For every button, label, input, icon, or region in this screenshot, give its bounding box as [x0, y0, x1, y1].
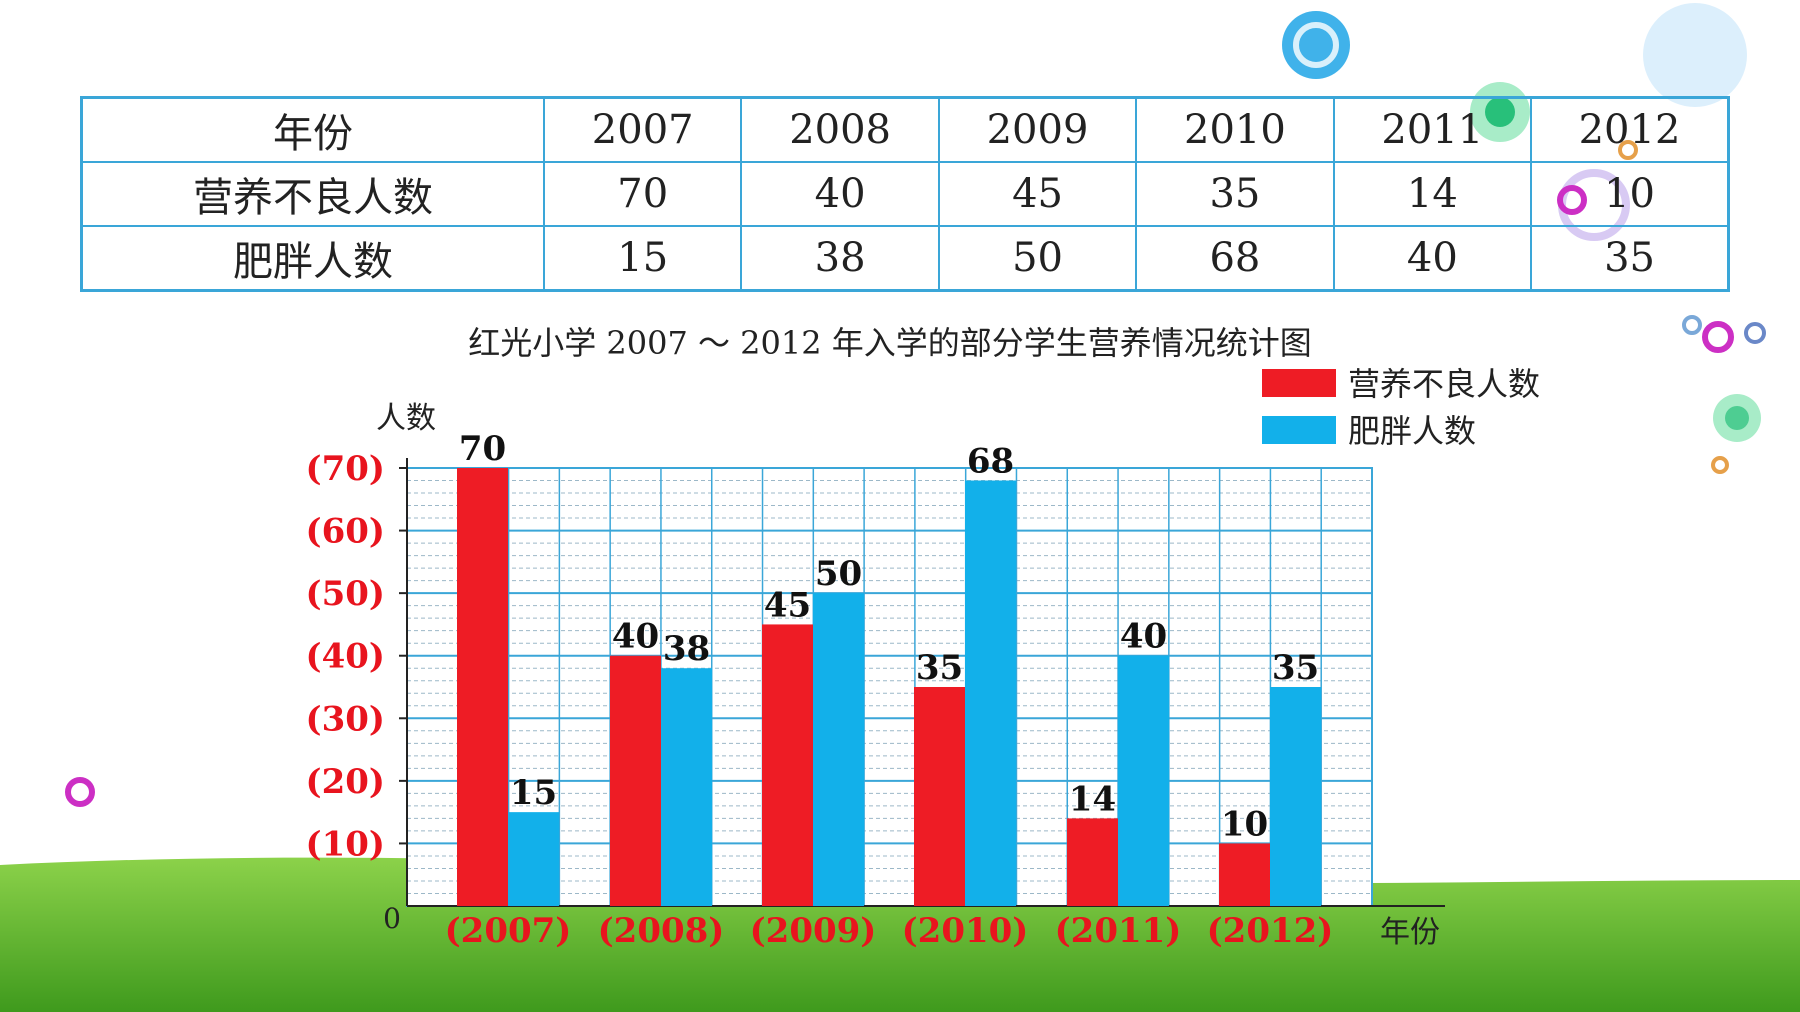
table-cell: 40 [740, 161, 940, 227]
bar [762, 624, 813, 906]
bar-value-label: 15 [510, 773, 557, 813]
bar-value-label: 40 [612, 617, 659, 657]
plot-area [406, 467, 1373, 907]
y-tick-label: (20) [306, 762, 386, 802]
bubble-decoration [1282, 11, 1350, 79]
bar [610, 655, 661, 906]
table-row: 营养不良人数 70 40 45 35 14 10 [80, 161, 1730, 227]
bar [1118, 655, 1169, 906]
legend-swatch [1262, 416, 1336, 444]
zero-label: 0 [383, 902, 401, 935]
bar-value-label: 70 [459, 429, 506, 469]
y-tick-label: (70) [306, 449, 386, 489]
table-year-cell: 2009 [937, 96, 1138, 163]
bar [457, 468, 508, 906]
bar-value-label: 14 [1069, 779, 1116, 819]
table-year-cell: 2007 [542, 96, 743, 163]
y-axis-label: 人数 [376, 401, 436, 436]
bar-value-label: 35 [1272, 648, 1319, 688]
bar [1067, 818, 1118, 906]
x-axis-label: 年份 [1380, 915, 1440, 950]
data-table: 年份 2007 2008 2009 2010 2011 2012 营养不良人数 … [80, 96, 1730, 292]
bar [914, 687, 965, 906]
table-cell: 10 [1530, 161, 1730, 227]
table-row-label: 营养不良人数 [80, 161, 545, 227]
table-cell: 45 [937, 161, 1138, 227]
y-tick-label: (40) [306, 637, 386, 677]
y-tick-label: (10) [306, 824, 386, 864]
table-year-cell: 2012 [1530, 96, 1730, 163]
bar-value-label: 50 [815, 554, 862, 594]
legend-label: 营养不良人数 [1348, 365, 1540, 403]
bar [1270, 687, 1321, 906]
table-cell: 15 [542, 225, 743, 292]
table-year-cell: 2011 [1332, 96, 1533, 163]
chart-title: 红光小学 2007 ～ 2012 年入学的部分学生营养情况统计图 [468, 324, 1312, 362]
bar [813, 593, 864, 906]
table-cell: 35 [1135, 161, 1335, 227]
table-cell: 38 [740, 225, 940, 292]
bar [1219, 843, 1270, 906]
table-year-cell: 2010 [1135, 96, 1335, 163]
table-cell: 40 [1332, 225, 1533, 292]
table-cell: 68 [1135, 225, 1335, 292]
table-cell: 50 [937, 225, 1138, 292]
bubble-decoration [1682, 315, 1702, 335]
x-tick-label: (2009) [750, 911, 877, 951]
y-tick-label: (50) [306, 574, 386, 614]
bar-value-label: 45 [764, 585, 811, 625]
bar-value-label: 35 [916, 648, 963, 688]
x-tick-label: (2011) [1055, 911, 1182, 951]
table-row-label: 肥胖人数 [80, 225, 545, 292]
bar-value-label: 10 [1221, 804, 1268, 844]
x-tick-label: (2010) [902, 911, 1029, 951]
bar-value-label: 40 [1120, 617, 1167, 657]
table-cell: 14 [1332, 161, 1533, 227]
table-header-label: 年份 [80, 96, 545, 163]
table-header-row: 年份 2007 2008 2009 2010 2011 2012 [80, 96, 1730, 163]
y-tick-label: (60) [306, 512, 386, 552]
bubble-decoration [1643, 3, 1747, 107]
x-tick-label: (2012) [1207, 911, 1334, 951]
table-cell: 35 [1530, 225, 1730, 292]
bar [661, 668, 712, 906]
legend-swatch [1262, 369, 1336, 397]
table-cell: 70 [542, 161, 743, 227]
bubble-decoration [65, 777, 95, 807]
legend-label: 肥胖人数 [1348, 412, 1476, 450]
y-tick-label: (30) [306, 699, 386, 739]
bar-value-label: 38 [663, 629, 710, 669]
bar [965, 480, 1016, 906]
table-row: 肥胖人数 15 38 50 68 40 35 [80, 225, 1730, 292]
bar-value-label: 68 [967, 442, 1014, 482]
x-tick-label: (2007) [445, 911, 572, 951]
x-tick-label: (2008) [598, 911, 725, 951]
bar [508, 812, 559, 906]
table-year-cell: 2008 [740, 96, 940, 163]
